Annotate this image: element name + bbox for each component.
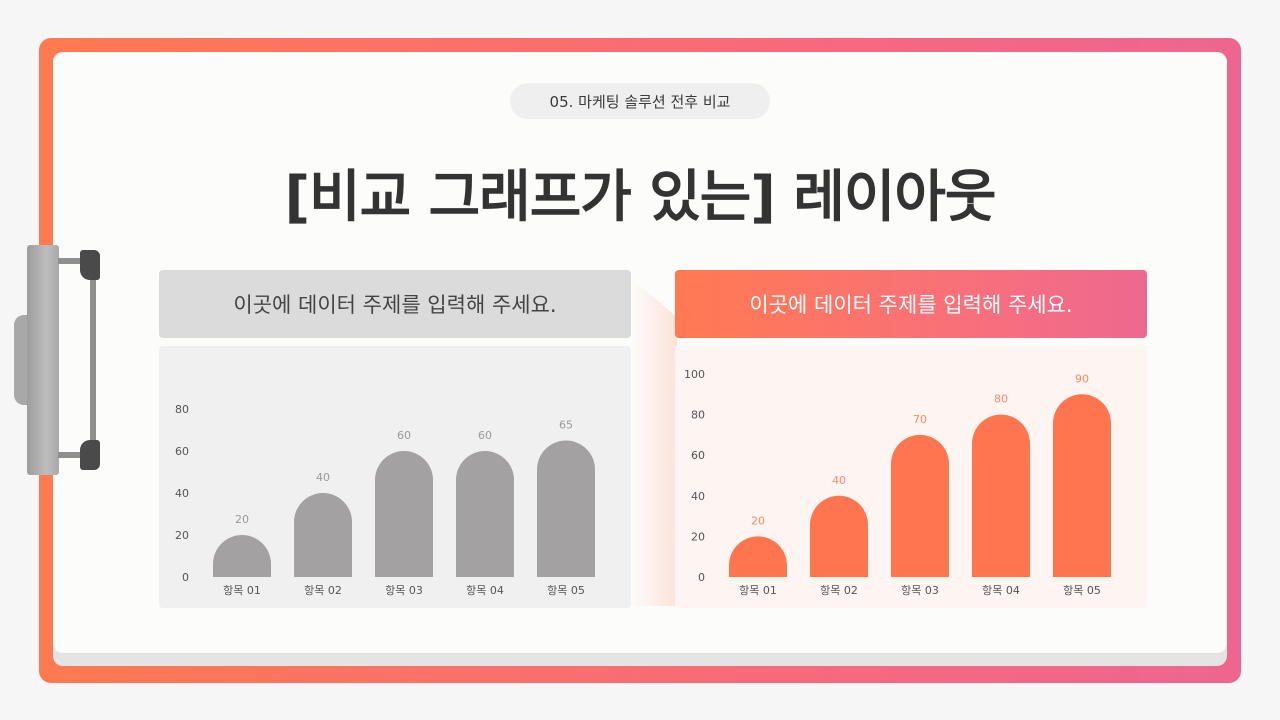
before-ytick-label: 60 bbox=[175, 445, 189, 458]
after-ytick-label: 80 bbox=[691, 409, 705, 422]
after-ytick-label: 60 bbox=[691, 449, 705, 462]
clip-cap-top bbox=[80, 250, 100, 280]
before-data-label: 40 bbox=[316, 471, 330, 484]
before-category-label: 항목 03 bbox=[385, 584, 423, 597]
before-data-label: 65 bbox=[559, 419, 573, 432]
after-ytick-label: 20 bbox=[691, 530, 705, 543]
before-bar bbox=[456, 451, 514, 577]
before-category-label: 항목 05 bbox=[547, 584, 585, 597]
after-bar-chart: 0 20 40 60 80 100 20 항목 01 40 항목 02 70 항목 03 80 항목 04… bbox=[684, 368, 1111, 597]
after-bar bbox=[972, 414, 1030, 577]
after-bar bbox=[810, 495, 868, 577]
after-ytick-label: 0 bbox=[698, 571, 705, 584]
before-bar bbox=[537, 440, 595, 577]
before-category-label: 항목 04 bbox=[466, 584, 504, 597]
before-data-label: 60 bbox=[478, 429, 492, 442]
before-bar bbox=[213, 535, 271, 577]
after-ytick-label: 40 bbox=[691, 490, 705, 503]
after-chart-box: 0 20 40 60 80 100 20 항목 01 40 항목 02 70 항목 03 80 항목 04… bbox=[675, 346, 1147, 608]
after-category-label: 항목 02 bbox=[820, 584, 858, 597]
after-data-label: 40 bbox=[832, 474, 846, 487]
after-category-label: 항목 03 bbox=[901, 584, 939, 597]
after-category-label: 항목 04 bbox=[982, 584, 1020, 597]
before-ytick-label: 40 bbox=[175, 487, 189, 500]
clip-cap-bottom bbox=[80, 440, 100, 470]
clipboard-clip bbox=[27, 245, 59, 475]
before-category-label: 항목 02 bbox=[304, 584, 342, 597]
before-bar bbox=[294, 493, 352, 577]
after-data-label: 80 bbox=[994, 393, 1008, 406]
before-chart-box: 0 20 40 60 80 20 항목 01 40 항목 02 60 항목 03 60 항목 04 65 항… bbox=[159, 346, 631, 608]
clip-wire bbox=[58, 258, 96, 458]
after-data-label: 70 bbox=[913, 413, 927, 426]
after-ytick-label: 100 bbox=[684, 368, 705, 381]
after-panel-header: 이곳에 데이터 주제를 입력해 주세요. bbox=[675, 270, 1147, 338]
before-data-label: 60 bbox=[397, 429, 411, 442]
before-category-label: 항목 01 bbox=[223, 584, 261, 597]
after-category-label: 항목 01 bbox=[739, 584, 777, 597]
panel-connector-glow bbox=[631, 278, 677, 606]
before-bar bbox=[375, 451, 433, 577]
after-bar bbox=[891, 434, 949, 577]
after-data-label: 90 bbox=[1075, 372, 1089, 385]
before-bar-chart: 0 20 40 60 80 20 항목 01 40 항목 02 60 항목 03 60 항목 04 65 항… bbox=[175, 403, 595, 597]
before-ytick-label: 20 bbox=[175, 529, 189, 542]
before-ytick-label: 0 bbox=[182, 571, 189, 584]
section-tag: 05. 마케팅 솔루션 전후 비교 bbox=[510, 83, 770, 119]
before-panel-header: 이곳에 데이터 주제를 입력해 주세요. bbox=[159, 270, 631, 338]
after-bar bbox=[1053, 394, 1111, 577]
before-data-label: 20 bbox=[235, 513, 249, 526]
before-ytick-label: 80 bbox=[175, 403, 189, 416]
after-category-label: 항목 05 bbox=[1063, 584, 1101, 597]
after-bar bbox=[729, 536, 787, 577]
after-data-label: 20 bbox=[751, 514, 765, 527]
page-title: [비교 그래프가 있는] 레이아웃 bbox=[284, 165, 997, 230]
